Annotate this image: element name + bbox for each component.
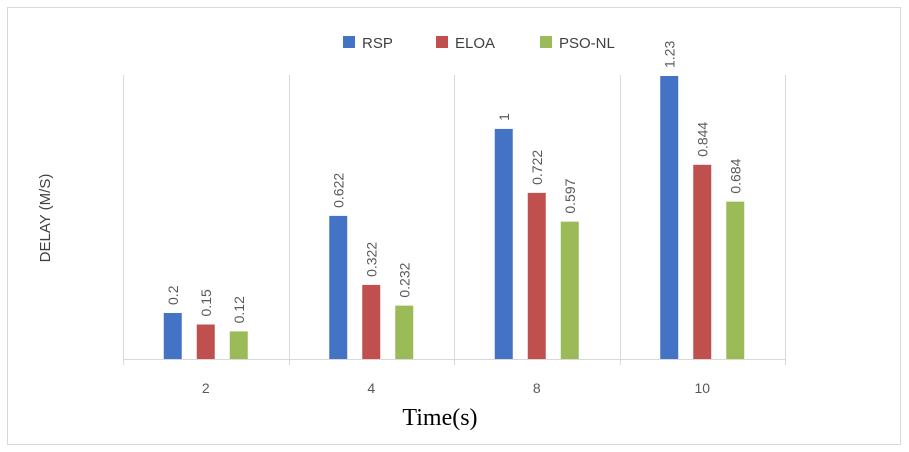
bar-rsp-4	[329, 215, 348, 359]
bar-eloa-2	[196, 324, 215, 359]
data-label-eloa-2: 0.15	[198, 289, 214, 316]
data-label-rsp-8: 1	[496, 113, 512, 121]
x-axis-label: Time(s)	[402, 405, 477, 431]
data-label-pso-nl-4: 0.232	[396, 262, 412, 297]
data-label-pso-nl-8: 0.597	[562, 178, 578, 213]
x-tick-label-2: 2	[202, 380, 210, 396]
bars	[163, 76, 745, 359]
bar-eloa-4	[362, 284, 381, 359]
plot-grid	[123, 75, 786, 365]
legend-label-pso-nl: PSO-NL	[559, 35, 615, 52]
data-label-rsp-10: 1.23	[661, 41, 677, 68]
data-label-pso-nl-10: 0.684	[727, 158, 743, 193]
bar-eloa-10	[693, 164, 712, 359]
data-labels: 0.2 0.15 0.12 0.622 0.322 0.232 1 0.722 0.597 1.2…	[165, 41, 744, 324]
bar-rsp-2	[163, 312, 182, 359]
legend-swatch-rsp	[343, 36, 355, 48]
bar-pso-nl-2	[229, 331, 248, 359]
data-label-eloa-10: 0.844	[694, 122, 710, 157]
y-axis-label: DELAY (M/S)	[37, 174, 54, 263]
legend-swatch-pso-nl	[540, 36, 552, 48]
x-tick-label-8: 8	[533, 380, 541, 396]
x-axis-ticks: 2 4 8 10	[202, 380, 710, 396]
legend-label-eloa: ELOA	[455, 35, 495, 52]
data-label-eloa-4: 0.322	[363, 242, 379, 277]
data-label-pso-nl-2: 0.12	[231, 296, 247, 323]
legend-swatch-eloa	[436, 36, 448, 48]
data-label-rsp-2: 0.2	[165, 285, 181, 305]
bar-rsp-10	[660, 76, 679, 359]
bar-eloa-8	[527, 192, 546, 359]
x-tick-label-4: 4	[367, 380, 375, 396]
bar-pso-nl-4	[395, 305, 414, 359]
bar-pso-nl-10	[726, 201, 745, 359]
legend: RSP ELOA PSO-NL	[343, 35, 615, 52]
bar-rsp-8	[494, 128, 513, 359]
data-label-eloa-8: 0.722	[529, 150, 545, 185]
data-label-rsp-4: 0.622	[330, 173, 346, 208]
x-tick-label-10: 10	[694, 380, 710, 396]
bar-pso-nl-8	[560, 221, 579, 359]
legend-label-rsp: RSP	[362, 35, 393, 52]
